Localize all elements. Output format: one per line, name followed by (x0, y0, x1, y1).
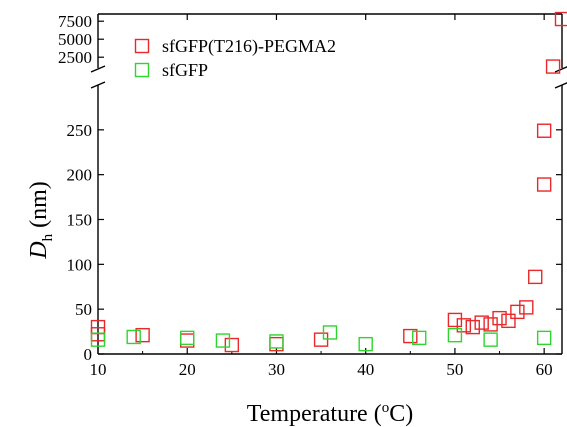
y-axis-title: Dh (nm) (26, 181, 56, 260)
legend: sfGFP(T216)-PEGMA2 sfGFP (136, 36, 337, 80)
x-tick-label: 50 (446, 360, 463, 379)
data-point-marker (181, 331, 194, 344)
x-axis-title: Temperature (oC) (247, 400, 413, 427)
y-tick-label-upper: 5000 (58, 30, 92, 49)
legend-marker (136, 40, 149, 53)
axis-break-mark (555, 82, 567, 88)
y-tick-label-upper: 2500 (58, 48, 92, 67)
y-tick-label: 150 (67, 211, 93, 230)
y-tick-label: 50 (75, 300, 92, 319)
legend-label: sfGFP (162, 60, 208, 80)
legend-label: sfGFP(T216)-PEGMA2 (162, 36, 336, 57)
y-tick-label: 0 (84, 345, 93, 364)
legend-marker (136, 64, 149, 77)
data-point-marker (216, 334, 229, 347)
x-tick-label: 30 (268, 360, 285, 379)
data-point-marker (538, 331, 551, 344)
y-tick-label-upper: 7500 (58, 12, 92, 31)
y-tick-label: 200 (67, 166, 93, 185)
data-point-marker (448, 313, 461, 326)
data-point-marker (181, 334, 194, 347)
x-tick-label: 10 (90, 360, 107, 379)
data-point-marker (484, 333, 497, 346)
data-point-marker (270, 335, 283, 348)
axis-break-mark (555, 66, 567, 72)
data-point-marker (502, 314, 515, 327)
data-point-marker (538, 178, 551, 191)
data-point-marker (538, 124, 551, 137)
data-point-marker (511, 305, 524, 318)
y-tick-label: 250 (67, 121, 93, 140)
data-point-marker (225, 339, 238, 352)
x-tick-label: 40 (357, 360, 374, 379)
data-point-marker (448, 329, 461, 342)
x-tick-label: 20 (179, 360, 196, 379)
x-tick-label: 60 (536, 360, 553, 379)
data-point-marker (520, 301, 533, 314)
data-point-marker (529, 270, 542, 283)
y-tick-label: 100 (67, 255, 93, 274)
